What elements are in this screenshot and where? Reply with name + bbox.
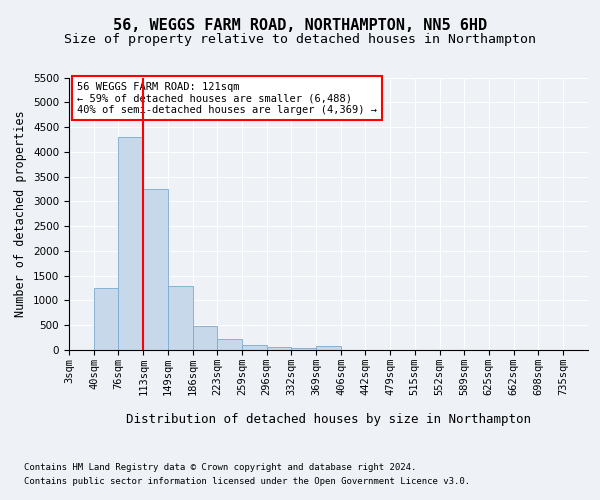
Bar	[94, 288, 118, 350]
Bar	[267, 347, 291, 350]
Text: Contains HM Land Registry data © Crown copyright and database right 2024.: Contains HM Land Registry data © Crown c…	[24, 462, 416, 471]
Bar	[242, 345, 267, 350]
Text: Distribution of detached houses by size in Northampton: Distribution of detached houses by size …	[127, 412, 532, 426]
Text: Size of property relative to detached houses in Northampton: Size of property relative to detached ho…	[64, 32, 536, 46]
Bar	[217, 339, 242, 350]
Bar	[118, 137, 143, 350]
Bar	[143, 189, 167, 350]
Bar	[167, 286, 193, 350]
Bar	[316, 346, 341, 350]
Bar	[291, 348, 316, 350]
Bar	[193, 326, 217, 350]
Text: 56 WEGGS FARM ROAD: 121sqm
← 59% of detached houses are smaller (6,488)
40% of s: 56 WEGGS FARM ROAD: 121sqm ← 59% of deta…	[77, 82, 377, 115]
Text: 56, WEGGS FARM ROAD, NORTHAMPTON, NN5 6HD: 56, WEGGS FARM ROAD, NORTHAMPTON, NN5 6H…	[113, 18, 487, 32]
Y-axis label: Number of detached properties: Number of detached properties	[14, 110, 28, 317]
Text: Contains public sector information licensed under the Open Government Licence v3: Contains public sector information licen…	[24, 478, 470, 486]
